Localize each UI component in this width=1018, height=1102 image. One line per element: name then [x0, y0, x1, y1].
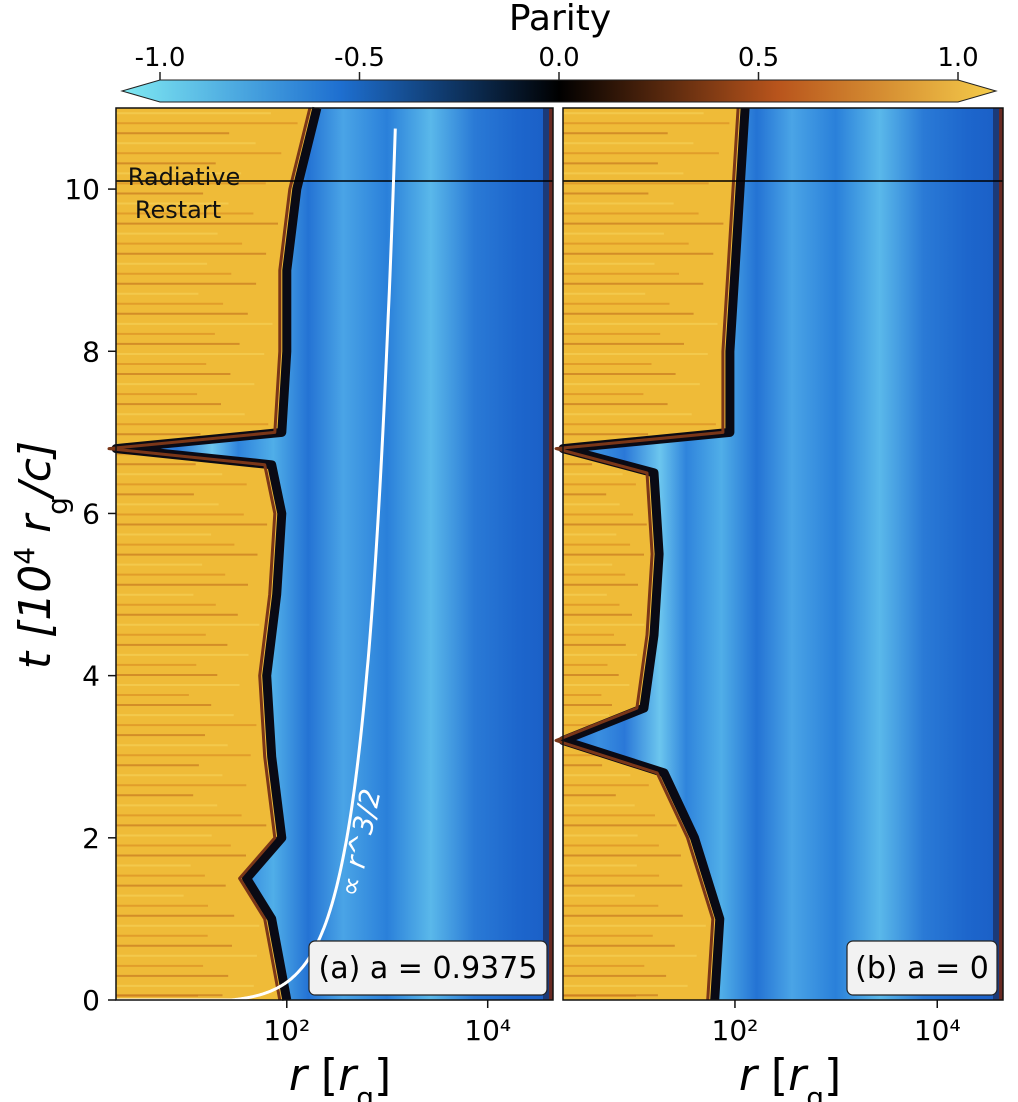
y-tick-label: 2: [82, 822, 100, 855]
outer-boundary-strip: [543, 108, 553, 1000]
x-axis-label-a: r [rg]: [289, 1050, 391, 1102]
x-tick-label: 10²: [263, 1014, 310, 1047]
x-tick-label: 10⁴: [464, 1014, 511, 1047]
y-tick-label: 6: [82, 497, 100, 530]
positive-parity-region: [563, 108, 746, 1000]
colorbar-ticks: -1.0 -0.5 0.0 0.5 1.0: [135, 43, 979, 80]
colorbar-tick-label: -0.5: [334, 43, 385, 73]
outer-boundary-edge: [999, 108, 1003, 1000]
x-axis-b: 10² 10⁴: [712, 1000, 961, 1047]
x-axis-a: 10² 10⁴: [263, 1000, 511, 1047]
restart-label-line2: Restart: [135, 196, 221, 224]
outer-boundary-edge: [549, 108, 553, 1000]
y-tick-label: 0: [82, 984, 100, 1017]
panel-label-box: [308, 940, 548, 996]
colorbar: [120, 79, 998, 103]
panel-frame: [115, 107, 554, 1001]
restart-label-line1: Radiative: [128, 163, 241, 191]
panel-b: (b) a = 0: [554, 107, 1004, 1001]
y-axis-label: t [104 rg/c]: [8, 441, 74, 669]
y-axis: 0 2 4 6 8 10: [64, 173, 116, 1017]
colorbar-label: Parity: [509, 0, 611, 39]
colorbar-tick-label: 0.5: [738, 43, 779, 73]
zero-parity-front-edge: [107, 107, 312, 1001]
panel-label: (b) a = 0: [855, 951, 989, 986]
x-axis-label-b: r [rg]: [739, 1050, 841, 1102]
zero-parity-front-edge: [554, 107, 740, 1001]
panel-a: ∝ r^3/2(a) a = 0.9375: [107, 106, 554, 1002]
y-tick-label: 4: [82, 660, 100, 693]
colorbar-tick-label: -1.0: [135, 43, 186, 73]
y-tick-label: 10: [64, 173, 100, 206]
colorbar-tick-label: 1.0: [937, 43, 978, 73]
colorbar-tick-label: 0.0: [538, 43, 579, 73]
outer-boundary-strip: [993, 108, 1003, 1000]
x-tick-label: 10²: [712, 1014, 759, 1047]
zero-parity-front: [558, 107, 750, 1001]
y-tick-label: 8: [82, 335, 100, 368]
panel-frame: [562, 107, 1004, 1001]
zero-parity-front: [111, 106, 322, 1001]
panel-label: (a) a = 0.9375: [319, 951, 538, 986]
x-tick-label: 10⁴: [914, 1014, 961, 1047]
panel-label-box: [846, 940, 998, 996]
